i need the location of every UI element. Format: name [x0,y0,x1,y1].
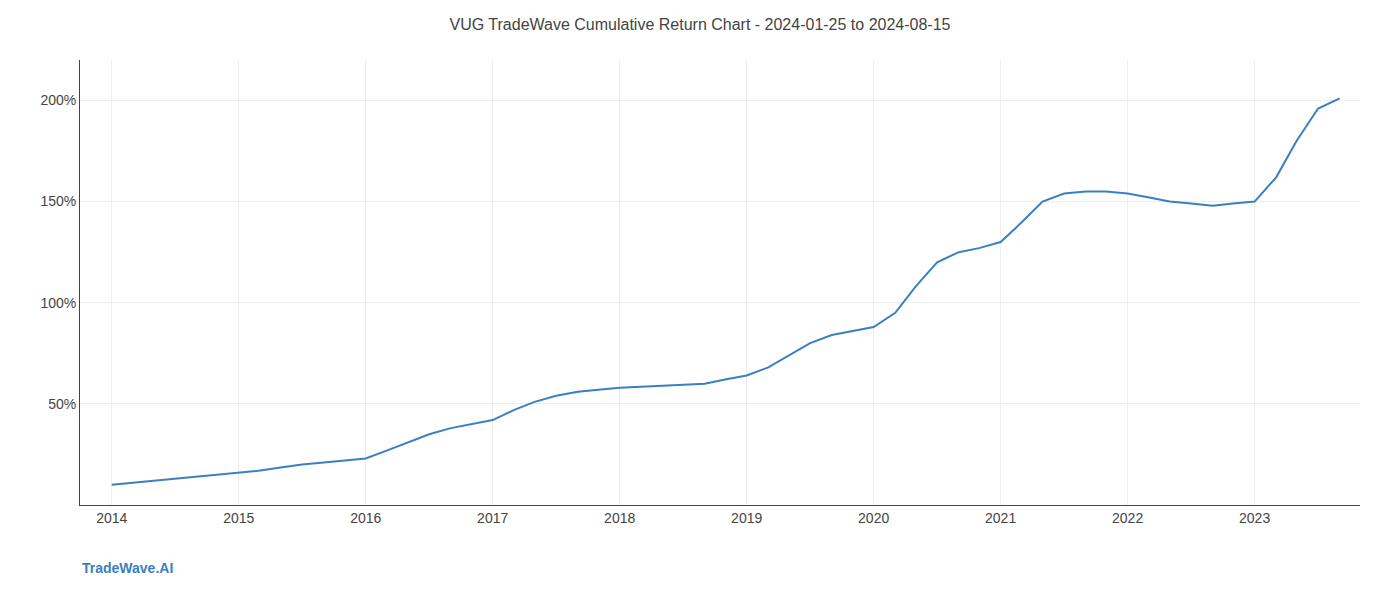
svg-text:150%: 150% [40,193,76,209]
svg-text:TradeWave.AI: TradeWave.AI [82,560,173,576]
svg-text:100%: 100% [40,295,76,311]
svg-text:2017: 2017 [477,510,508,526]
svg-text:VUG TradeWave Cumulative Retur: VUG TradeWave Cumulative Return Chart - … [450,16,951,33]
svg-text:2014: 2014 [96,510,127,526]
svg-text:2015: 2015 [223,510,254,526]
svg-text:2016: 2016 [350,510,381,526]
svg-text:2021: 2021 [985,510,1016,526]
svg-text:2018: 2018 [604,510,635,526]
svg-text:2020: 2020 [858,510,889,526]
svg-text:200%: 200% [40,92,76,108]
svg-text:2022: 2022 [1112,510,1143,526]
svg-text:2019: 2019 [731,510,762,526]
svg-text:2023: 2023 [1239,510,1270,526]
svg-text:50%: 50% [48,396,76,412]
